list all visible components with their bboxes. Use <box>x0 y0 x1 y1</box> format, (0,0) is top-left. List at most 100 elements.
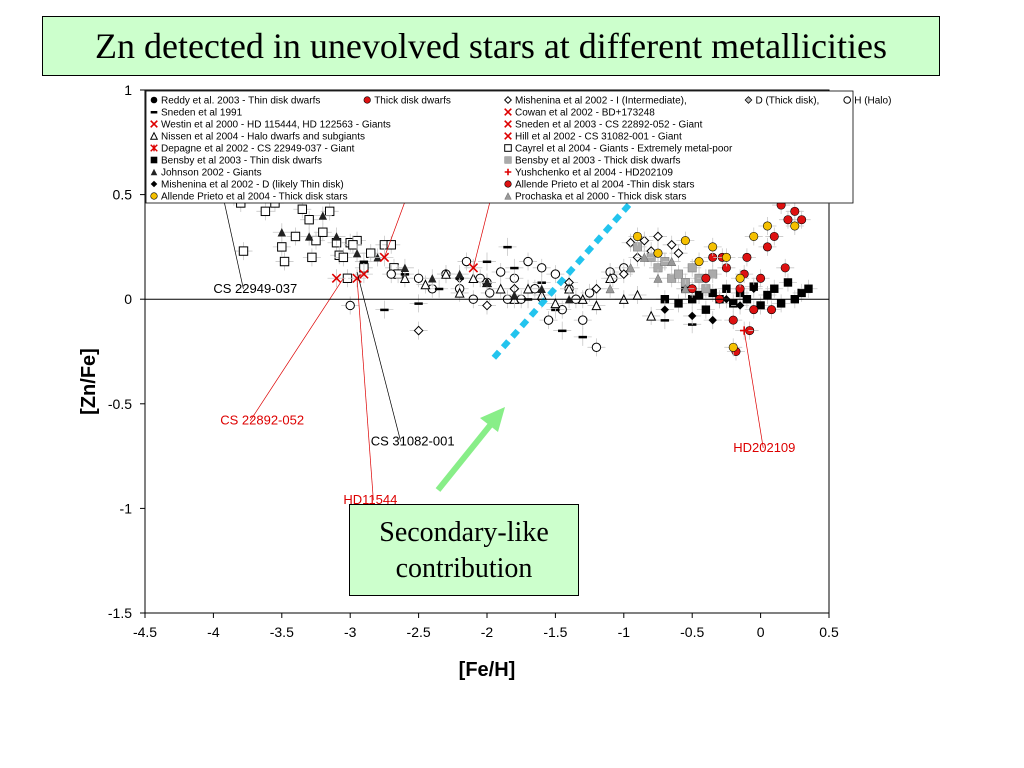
legend-label: H (Halo) <box>854 96 891 107</box>
data-point <box>632 231 642 241</box>
y-tick-label: 0.5 <box>113 187 133 203</box>
data-point <box>780 263 790 273</box>
legend-label: Nissen et al 2004 - Halo dwarfs and subg… <box>161 132 365 143</box>
data-point <box>674 269 683 279</box>
legend-label: Sneden et al 2003 - CS 22892-052 - Giant <box>515 120 703 131</box>
data-point <box>495 283 506 294</box>
arrow-head <box>480 407 505 432</box>
slide-title: Zn detected in unevolved stars at differ… <box>94 26 888 66</box>
data-point <box>279 256 290 267</box>
callout-line-2: contribution <box>395 553 533 584</box>
legend-label: Allende Prieto et al 2004 - Thick disk s… <box>161 192 348 203</box>
data-point <box>420 279 431 290</box>
legend-marker <box>150 192 158 200</box>
series-11 <box>601 248 695 298</box>
data-point <box>485 288 495 298</box>
data-point <box>680 283 690 294</box>
legend-marker <box>149 131 159 140</box>
y-tick-label: -1.5 <box>108 605 132 621</box>
series-5 <box>272 206 579 309</box>
legend-marker <box>504 168 512 176</box>
series-9 <box>683 185 838 361</box>
data-point <box>523 256 533 267</box>
data-point <box>591 300 602 311</box>
title-box: Zn detected in unevolved stars at differ… <box>42 16 940 76</box>
legend-label: Johnson 2002 - Giants <box>161 168 262 179</box>
legend-marker <box>363 96 371 104</box>
data-point <box>762 242 772 252</box>
legend-label: Cowan et al 2002 - BD+173248 <box>515 108 655 119</box>
legend-label: Thick disk dwarfs <box>374 96 451 107</box>
data-point <box>331 273 342 284</box>
data-point <box>708 315 717 325</box>
data-point <box>776 299 786 308</box>
legend-marker <box>504 192 512 200</box>
data-point <box>558 329 567 333</box>
data-point <box>468 272 479 283</box>
legend-marker <box>504 156 512 164</box>
data-point <box>428 274 437 283</box>
legend-label: Westin et al 2000 - HD 115444, HD 122563… <box>161 120 391 131</box>
data-point <box>673 248 684 259</box>
data-point <box>290 231 301 242</box>
series-15 <box>327 269 346 288</box>
data-point <box>277 228 286 237</box>
series-10 <box>628 216 804 357</box>
data-point <box>767 305 777 315</box>
data-point <box>797 215 807 225</box>
legend-label: Prochaska et al 2000 - Thick disk stars <box>515 192 687 203</box>
x-tick-label: -1.5 <box>543 624 567 640</box>
data-point <box>352 248 362 258</box>
legend-marker <box>150 168 158 176</box>
legend-marker <box>744 96 753 104</box>
y-tick-label: 1 <box>124 82 132 98</box>
data-point <box>591 283 602 294</box>
legend-label: Hill et al 2002 - CS 31082-001 - Giant <box>515 132 682 143</box>
data-point <box>749 231 759 241</box>
data-point <box>550 298 561 309</box>
data-point <box>639 252 649 262</box>
data-point <box>762 221 772 231</box>
legend-marker <box>504 120 512 128</box>
legend-marker <box>150 111 158 114</box>
data-point <box>454 287 465 298</box>
annotation-leader <box>743 330 764 448</box>
data-point <box>735 301 745 310</box>
legend-label: Depagne et al 2002 - CS 22949-037 - Gian… <box>161 144 355 155</box>
data-point <box>783 278 793 287</box>
data-point <box>687 263 697 273</box>
data-point <box>386 269 396 279</box>
data-point <box>626 263 636 273</box>
legend-marker <box>150 144 158 152</box>
x-axis-label: [Fe/H] <box>459 659 516 681</box>
data-point <box>318 211 328 220</box>
annotation-leader <box>356 271 402 442</box>
x-tick-label: -2 <box>481 624 494 640</box>
data-point <box>366 248 376 258</box>
data-point <box>238 246 249 256</box>
data-point <box>440 268 451 279</box>
y-axis-label: [Zn/Fe] <box>78 348 100 415</box>
data-point <box>414 302 423 305</box>
legend-marker <box>150 180 158 188</box>
y-tick-label: -0.5 <box>108 396 132 412</box>
x-tick-label: -3 <box>344 624 357 640</box>
data-point <box>735 273 745 283</box>
callout-arrow <box>435 407 505 492</box>
y-tick-label: -1 <box>120 500 133 516</box>
data-point <box>318 227 328 237</box>
data-point <box>674 299 683 308</box>
annotation-leader <box>356 278 374 501</box>
data-point <box>304 232 314 241</box>
data-point <box>578 315 588 325</box>
x-tick-label: -1 <box>618 624 631 640</box>
annotation-label: CS 22892-052 <box>220 413 304 428</box>
data-point <box>455 269 464 279</box>
data-point <box>523 283 534 294</box>
series-8 <box>655 279 763 330</box>
data-point <box>510 290 519 300</box>
data-point <box>345 300 355 311</box>
data-point <box>338 252 349 263</box>
data-point <box>434 287 444 291</box>
